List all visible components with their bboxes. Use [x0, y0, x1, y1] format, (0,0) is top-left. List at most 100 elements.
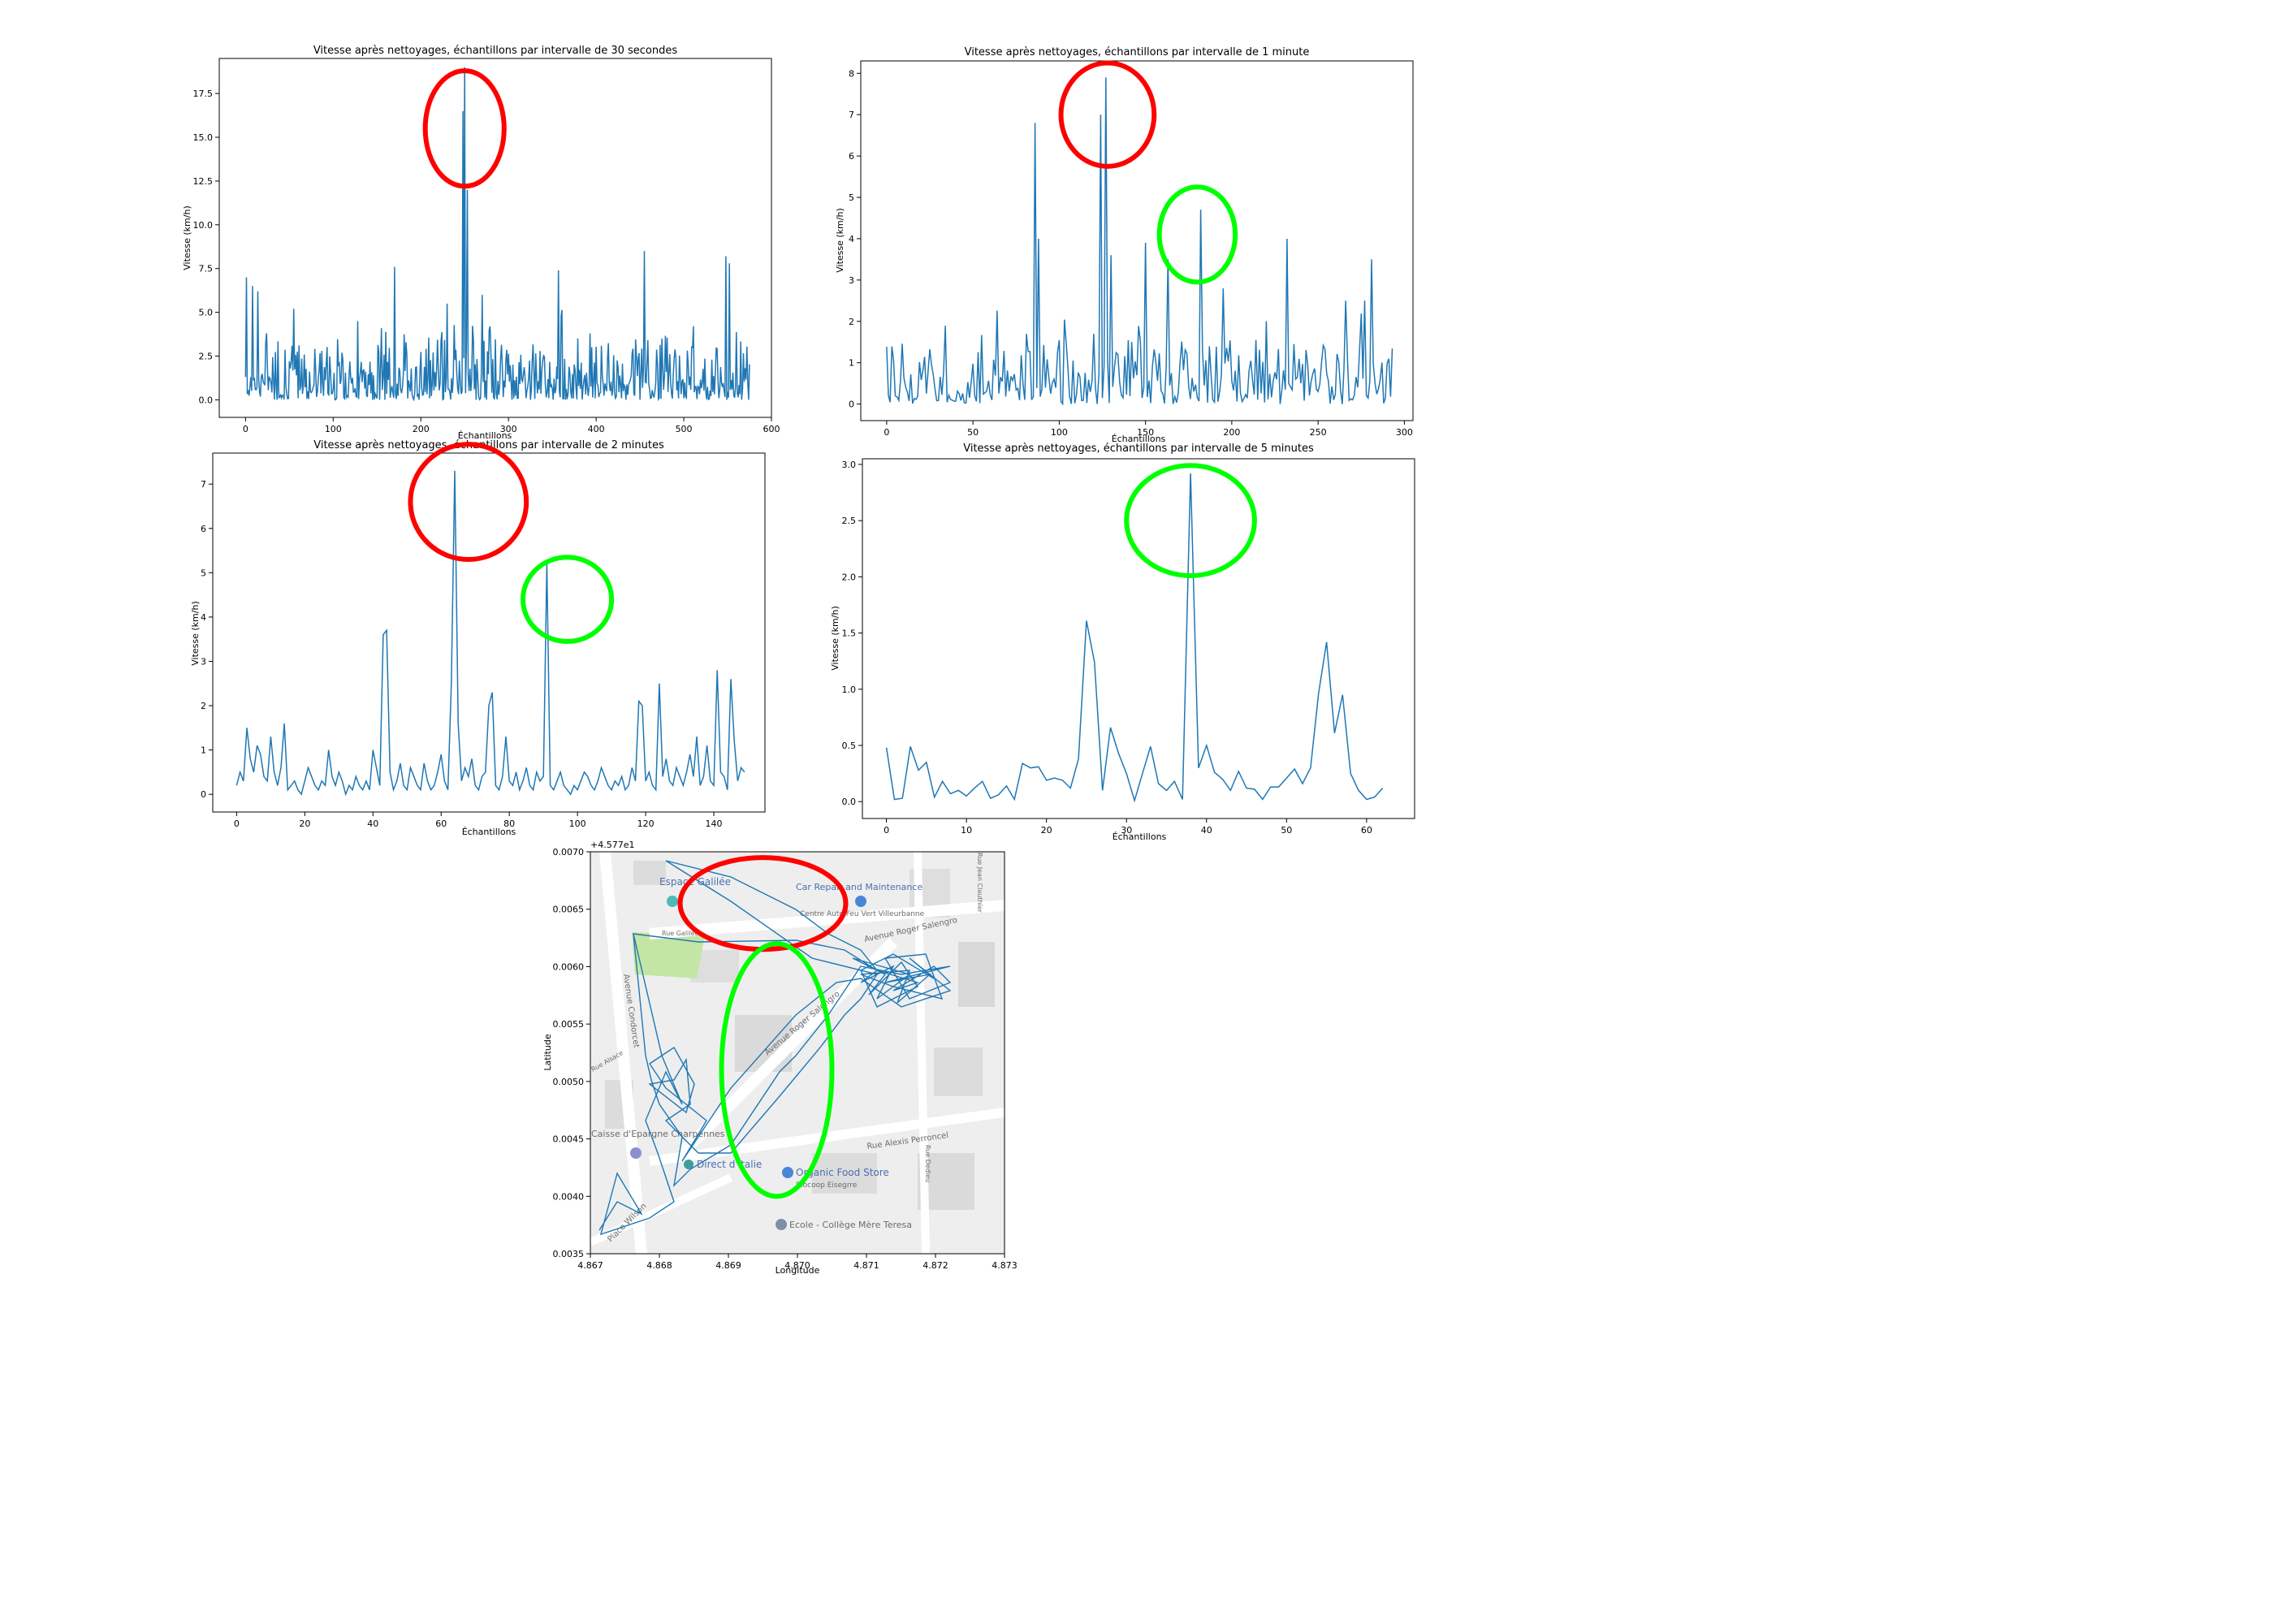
y-tick-label: 1: [201, 745, 206, 756]
x-tick-label: 200: [413, 424, 430, 434]
annotations: [422, 68, 507, 189]
chart-title: Vitesse après nettoyages, échantillons p…: [313, 439, 664, 451]
series-line: [235, 470, 745, 797]
x-tick-label: 4.867: [577, 1260, 603, 1271]
y-axis-label: Vitesse (km/h): [835, 208, 845, 273]
y-tick-label: 4: [201, 612, 206, 623]
street-condorcet: [599, 852, 647, 1254]
green-circle-annotation: [1156, 184, 1238, 285]
y-tick-label: 15.0: [193, 132, 214, 143]
y-tick-label: 0.0070: [553, 847, 585, 857]
map-label: Rue Alexis Perroncel: [866, 1131, 949, 1151]
x-tick-label: 40: [367, 818, 378, 829]
chart-title: Vitesse après nettoyages, échantillons p…: [963, 443, 1314, 455]
x-axis-label: Échantillons: [1112, 434, 1166, 444]
y-tick-label: 0.0060: [553, 961, 585, 972]
y-tick-label: 2: [849, 317, 854, 327]
y-tick-label: 7: [849, 110, 854, 120]
series-line: [885, 473, 1384, 803]
street-vertical-right: [914, 852, 930, 1254]
y-tick-label: 0.0065: [553, 905, 585, 915]
poi-marker-direct: [684, 1160, 693, 1169]
map-label: Avenue Roger Salengro: [763, 990, 842, 1058]
y-tick-label: 17.5: [193, 89, 214, 99]
y-tick-label: 2: [201, 701, 206, 711]
y-tick-label: 2.5: [199, 352, 214, 362]
x-ticks: 0 100 200 300 400 500 600: [243, 417, 780, 434]
poi-marker-organic: [782, 1167, 793, 1178]
x-tick-label: 60: [1361, 825, 1372, 836]
x-tick-label: 30: [1121, 825, 1132, 836]
red-circle-annotation: [422, 68, 507, 189]
x-tick-label: 4.870: [784, 1260, 810, 1271]
map-label: Centre Auto Feu Vert Villeurbanne: [800, 910, 925, 918]
green-circle-annotation: [719, 941, 835, 1199]
poi-marker-car-repair: [855, 896, 866, 907]
map-label: Rue Alsace: [590, 1049, 625, 1073]
y-ticks: 0.0 2.5 5.0 7.5 10.0 12.5 15.0 17.5: [193, 89, 219, 405]
x-tick-label: 80: [503, 818, 515, 829]
x-tick-label: 400: [588, 424, 605, 434]
y-tick-label: 0.0: [199, 395, 214, 405]
x-tick-label: 4.869: [715, 1260, 741, 1271]
x-tick-label: 100: [325, 424, 342, 434]
y-tick-label: 4: [849, 234, 854, 244]
y-tick-label: 0.0040: [553, 1191, 585, 1202]
y-axis-label: Latitude: [542, 1034, 553, 1071]
poi-marker-galilee: [667, 896, 678, 907]
x-tick-label: 0: [234, 818, 240, 829]
map-label: Car Repair and Maintenance: [796, 882, 922, 892]
chart-title: Vitesse après nettoyages, échantillons p…: [313, 45, 678, 57]
map-label: Rue Jean Clauthier: [976, 853, 983, 914]
x-tick-label: 100: [569, 818, 586, 829]
street-diagonal: [678, 938, 897, 1157]
red-circle-annotation: [408, 442, 529, 562]
y-tick-label: 0.0045: [553, 1134, 585, 1145]
red-circle-annotation: [677, 855, 849, 952]
street-salengro: [649, 900, 1005, 939]
y-tick-label: 1.0: [842, 685, 857, 695]
map-background: Espace Galilée Car Repair and Maintenanc…: [590, 852, 1005, 1254]
axis-offset-label: +4.577e1: [590, 840, 634, 850]
x-tick-label: 50: [1281, 825, 1292, 836]
chart-title: Vitesse après nettoyages, échantillons p…: [965, 46, 1310, 58]
map-label: Rue Dedieu: [924, 1145, 931, 1182]
y-tick-label: 0.0050: [553, 1077, 585, 1087]
x-tick-label: 300: [500, 424, 517, 434]
x-tick-label: 300: [1396, 427, 1413, 438]
map-label: Ecole - Collège Mère Teresa: [789, 1220, 912, 1230]
x-tick-label: 250: [1310, 427, 1327, 438]
park-area: [632, 932, 705, 978]
y-tick-label: 5: [201, 568, 206, 578]
x-tick-label: 600: [763, 424, 780, 434]
x-tick-label: 500: [676, 424, 693, 434]
map-label: Espace Galilée: [659, 876, 731, 888]
y-tick-label: 0.5: [842, 741, 857, 751]
series-line: [886, 77, 1393, 406]
plot-frame: [860, 60, 1414, 421]
green-circle-annotation: [1124, 463, 1257, 578]
y-tick-label: 0.0035: [553, 1249, 585, 1259]
x-tick-label: 10: [961, 825, 972, 836]
x-tick-label: 60: [435, 818, 447, 829]
x-tick-label: 4.871: [853, 1260, 879, 1271]
map-label: Direct d'Italie: [697, 1159, 762, 1170]
y-tick-label: 8: [849, 68, 854, 79]
x-axis-label: Échantillons: [1113, 831, 1167, 842]
x-tick-label: 4.868: [646, 1260, 672, 1271]
y-tick-label: 5.0: [199, 308, 214, 318]
plot-frame: [218, 58, 772, 418]
y-tick-label: 12.5: [193, 176, 214, 187]
y-tick-label: 2.0: [842, 572, 857, 582]
map-label: Caisse d'Epargne Charpennes: [591, 1129, 725, 1139]
green-circle-annotation: [520, 555, 615, 644]
series-line: [244, 67, 750, 402]
y-tick-label: 3: [849, 275, 854, 286]
x-tick-label: 0: [884, 825, 889, 836]
x-tick-label: 0: [243, 424, 248, 434]
series: [244, 67, 750, 402]
